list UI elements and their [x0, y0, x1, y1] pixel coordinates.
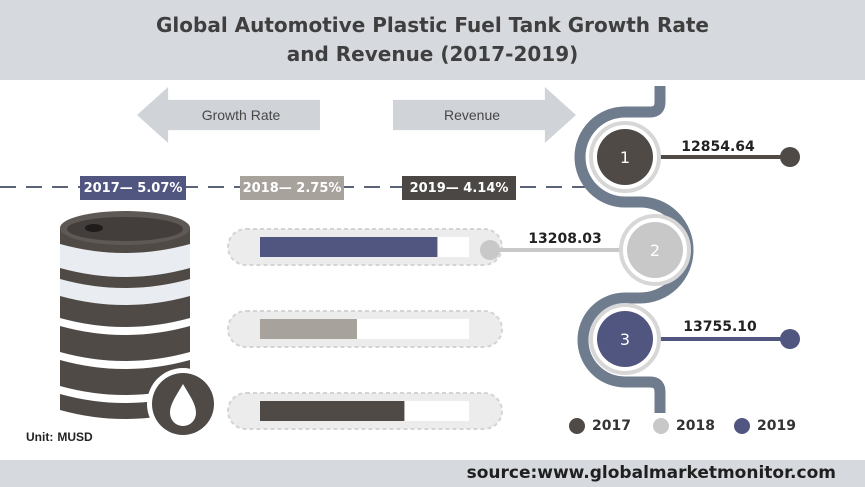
revenue-value-label-2017: 12854.64: [681, 139, 755, 155]
oil-drop-icon: [147, 368, 219, 440]
growth-tag-2018: 2018— 2.75%: [240, 176, 344, 200]
bar-fill-2017: [260, 237, 438, 257]
revenue-leader-dot-2019: [780, 329, 800, 349]
chart-title-line-2: and Revenue (2017-2019): [286, 42, 579, 66]
revenue-circle-2019: [597, 311, 653, 367]
revenue-value-label-2018: 13208.03: [528, 231, 602, 247]
revenue-circle-number-2019: 3: [620, 330, 630, 349]
revenue-circle-number-2018: 2: [650, 241, 660, 260]
oil-barrel-icon: [60, 211, 190, 419]
growth-tag-2017: 2017— 5.07%: [80, 176, 186, 200]
legend-item-2017: 2017: [569, 418, 631, 434]
revenue-circle-2018: [627, 222, 683, 278]
legend-item-2018: 2018: [653, 418, 715, 434]
revenue-leader-dot-2017: [780, 147, 800, 167]
footer-band: source:www.globalmarketmonitor.com: [0, 460, 865, 487]
legend-label-2019: 2019: [757, 418, 796, 434]
legend-swatch-2019: [734, 418, 750, 434]
revenue-value-label-2019: 13755.10: [683, 319, 757, 335]
legend-item-2019: 2019: [734, 418, 796, 434]
growth-tag-2019: 2019— 4.14%: [402, 176, 516, 200]
legend-swatch-2017: [569, 418, 585, 434]
chart-title-line-1: Global Automotive Plastic Fuel Tank Grow…: [156, 13, 709, 37]
title-band: Global Automotive Plastic Fuel Tank Grow…: [0, 0, 865, 80]
legend-swatch-2018: [653, 418, 669, 434]
revenue-arrow-label: Revenue: [443, 107, 501, 123]
legend-label-2017: 2017: [592, 418, 631, 434]
revenue-leader-dot-2018: [480, 240, 500, 260]
bar-fill-2018: [260, 319, 357, 339]
revenue-circle-2017: [597, 129, 653, 185]
growth-rate-arrow-label: Growth Rate: [201, 107, 281, 123]
source-text: source:www.globalmarketmonitor.com: [466, 463, 836, 483]
unit-value: MUSD: [57, 430, 93, 444]
revenue-circle-number-2017: 1: [620, 148, 630, 167]
bar-fill-2019: [260, 401, 405, 421]
unit-label: Unit: MUSD: [26, 430, 93, 444]
legend-label-2018: 2018: [676, 418, 715, 434]
unit-prefix: Unit:: [26, 430, 54, 444]
